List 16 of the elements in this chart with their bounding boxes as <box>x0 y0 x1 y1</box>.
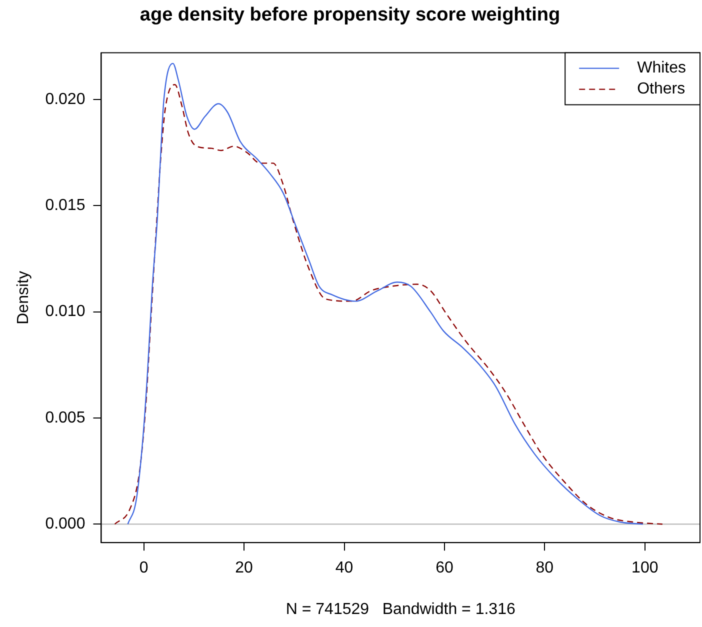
x-tick-label: 40 <box>335 560 354 577</box>
x-axis-title: N = 741529 Bandwidth = 1.316 <box>286 600 516 618</box>
chart-title: age density before propensity score weighting <box>140 4 560 26</box>
x-tick-label: 0 <box>139 560 148 577</box>
legend-label: Whites <box>637 60 686 77</box>
y-tick-label: 0.010 <box>45 303 86 320</box>
y-tick-label: 0.000 <box>45 516 86 533</box>
y-tick-label: 0.020 <box>45 90 86 108</box>
legend-label: Others <box>637 80 686 98</box>
x-tick-label: 100 <box>632 560 658 577</box>
x-tick-label: 80 <box>536 560 554 577</box>
y-tick-label: 0.005 <box>45 409 86 426</box>
y-tick-label: 0.015 <box>45 197 86 214</box>
x-tick-label: 20 <box>235 560 254 577</box>
x-tick-label: 60 <box>436 560 454 577</box>
y-axis-title: Density <box>15 271 32 324</box>
